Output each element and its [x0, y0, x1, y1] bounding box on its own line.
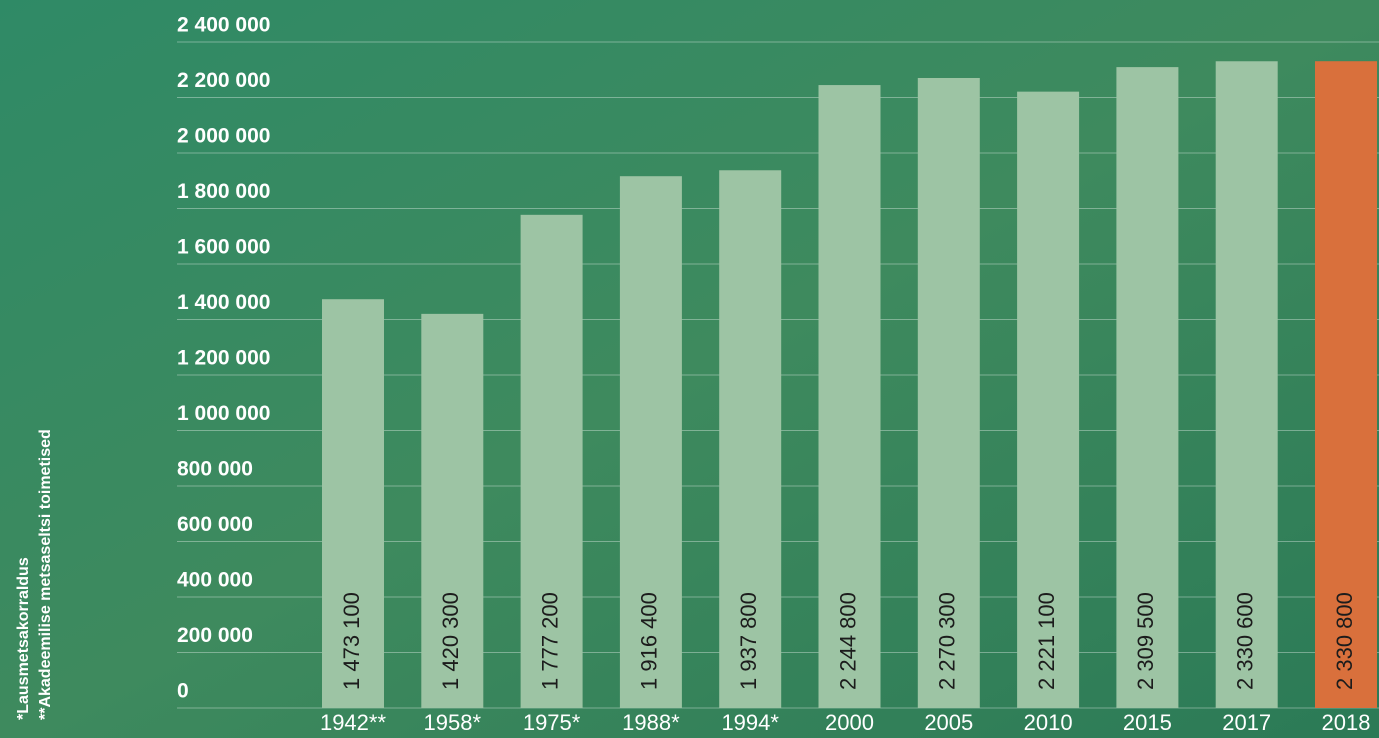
bar	[719, 170, 782, 708]
bar	[1017, 91, 1080, 708]
x-tick-label: 2017	[1222, 710, 1271, 735]
footnote: *Lausmetsakorraldus	[15, 557, 32, 720]
y-tick-label: 2 000 000	[177, 125, 270, 148]
value-label: 1 777 200	[537, 592, 562, 690]
value-label: 1 420 300	[438, 592, 463, 690]
value-label: 2 221 100	[1034, 592, 1059, 690]
x-tick-label: 2018	[1322, 710, 1371, 735]
x-tick-label: 1958*	[424, 710, 482, 735]
y-tick-label: 800 000	[177, 458, 253, 481]
y-tick-label: 1 200 000	[177, 347, 270, 370]
bar	[1215, 61, 1278, 709]
bar	[520, 214, 583, 708]
value-label: 1 937 800	[736, 592, 761, 690]
y-tick-label: 200 000	[177, 624, 253, 647]
value-label: 2 270 300	[935, 592, 960, 690]
y-tick-label: 1 800 000	[177, 180, 270, 203]
x-tick-label: 1975*	[523, 710, 581, 735]
y-tick-label: 1 600 000	[177, 236, 270, 259]
value-label: 2 330 800	[1332, 592, 1357, 690]
x-tick-label: 2015	[1123, 710, 1172, 735]
x-tick-label: 1994*	[721, 710, 779, 735]
y-tick-label: 600 000	[177, 513, 253, 536]
x-tick-label: 2005	[924, 710, 973, 735]
y-tick-label: 0	[177, 680, 189, 703]
bar	[917, 77, 980, 708]
value-label: 2 244 800	[835, 592, 860, 690]
value-label: 2 330 600	[1233, 592, 1258, 690]
bar	[421, 313, 484, 708]
bar	[322, 299, 384, 708]
x-tick-label: 1942**	[320, 710, 387, 735]
value-label: 1 916 400	[637, 592, 662, 690]
y-tick-label: 400 000	[177, 569, 253, 592]
bar	[1315, 61, 1377, 708]
value-label: 1 473 100	[339, 592, 364, 690]
x-tick-label: 1988*	[622, 710, 680, 735]
y-tick-label: 1 400 000	[177, 291, 270, 314]
bar	[619, 176, 682, 709]
y-tick-label: 2 200 000	[177, 69, 270, 92]
bar	[818, 85, 881, 709]
y-tick-label: 1 000 000	[177, 402, 270, 425]
x-tick-label: 2010	[1024, 710, 1073, 735]
footnote: **Akadeemilise metsaseltsi toimetised	[37, 429, 54, 720]
y-tick-label: 2 400 000	[177, 14, 270, 37]
x-tick-label: 2000	[825, 710, 874, 735]
bar	[1116, 67, 1179, 708]
value-label: 2 309 500	[1133, 592, 1158, 690]
